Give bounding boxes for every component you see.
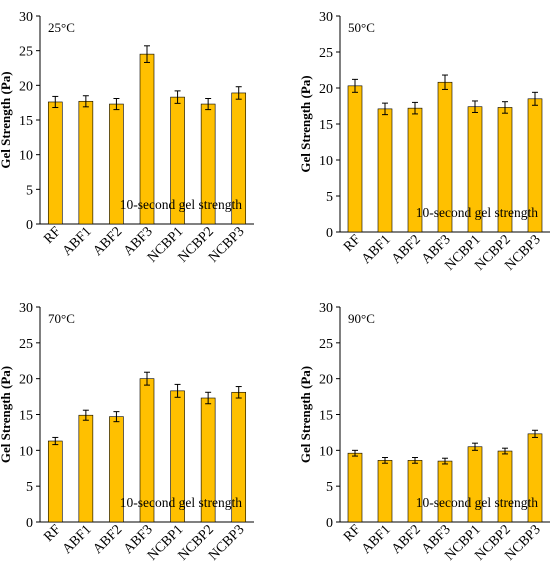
x-tick-label: ABF1: [359, 232, 394, 267]
bar-rf: [47, 101, 63, 225]
bar-ncbp1: [467, 446, 483, 523]
bar-abf1: [78, 100, 94, 225]
y-tick-label: 15: [19, 114, 33, 129]
y-tick-label: 30: [19, 10, 33, 25]
y-tick-label: 20: [19, 373, 33, 388]
error-bar-ncbp3: [235, 386, 242, 399]
y-tick-label: 20: [319, 373, 333, 388]
x-tick-label: RF: [341, 232, 364, 255]
y-tick-label: 5: [326, 480, 333, 495]
y-tick-label: 10: [19, 149, 33, 164]
y-tick-label: 20: [319, 82, 333, 97]
error-bar-ncbp1: [472, 100, 478, 113]
error-bar-rf: [352, 78, 358, 93]
x-tick-label: ABF2: [389, 232, 424, 267]
x-tick-label: ABF2: [90, 522, 125, 557]
error-bar-rf: [52, 95, 59, 109]
error-bar-ncbp1: [174, 90, 181, 104]
x-tick-label: ABF2: [389, 522, 424, 557]
error-bar-ncbp2: [502, 447, 508, 455]
panel-title: 70°C: [48, 311, 75, 326]
error-bar-ncbp3: [532, 429, 538, 438]
y-tick-label: 25: [19, 337, 33, 352]
y-axis-label: Gel Strength (Pa): [298, 75, 313, 172]
annotation-text: 10-second gel strength: [120, 495, 242, 510]
x-tick-label: ABF1: [60, 224, 95, 259]
error-bar-rf: [52, 436, 59, 446]
annotation-text: 10-second gel strength: [416, 495, 538, 510]
error-bar-abf2: [113, 411, 120, 423]
error-bar-abf3: [144, 45, 150, 63]
y-tick-label: 25: [319, 337, 333, 352]
error-bar-abf2: [412, 457, 418, 464]
bar-rf: [347, 452, 363, 523]
y-tick-label: 30: [319, 10, 333, 25]
error-bar-ncbp1: [472, 442, 478, 451]
error-bar-abf3: [442, 74, 448, 90]
bar-ncbp2: [497, 450, 513, 523]
y-tick-label: 10: [319, 444, 333, 459]
error-bar-abf2: [412, 101, 418, 115]
y-tick-label: 20: [19, 79, 33, 94]
error-bar-ncbp1: [174, 383, 181, 398]
y-tick-label: 25: [319, 46, 333, 61]
x-tick-label: RF: [341, 522, 364, 545]
y-axis-label: Gel Strength (Pa): [0, 71, 13, 168]
x-tick-label: RF: [41, 522, 64, 545]
y-tick-label: 5: [26, 183, 33, 198]
error-bar-ncbp3: [235, 86, 242, 100]
y-tick-label: 0: [26, 218, 33, 233]
error-bar-abf1: [382, 102, 388, 116]
bar-rf: [347, 85, 363, 233]
y-tick-label: 0: [26, 516, 33, 531]
y-tick-label: 10: [319, 154, 333, 169]
bar-rf: [47, 440, 63, 523]
y-tick-label: 5: [26, 480, 33, 495]
error-bar-rf: [352, 449, 358, 457]
bar-abf2: [407, 460, 423, 523]
x-tick-label: ABF2: [90, 224, 125, 259]
bar-abf1: [377, 108, 393, 233]
y-tick-label: 0: [326, 516, 333, 531]
panel-title: 50°C: [348, 20, 375, 35]
y-tick-label: 30: [319, 301, 333, 316]
error-bar-ncbp2: [205, 391, 212, 405]
bar-abf1: [78, 414, 94, 523]
y-axis-label: Gel Strength (Pa): [298, 366, 313, 463]
y-tick-label: 10: [19, 444, 33, 459]
x-tick-label: ABF1: [60, 522, 95, 557]
y-tick-label: 5: [326, 190, 333, 205]
error-bar-abf1: [82, 409, 89, 421]
error-bar-abf2: [113, 98, 120, 111]
error-bar-abf1: [82, 95, 89, 108]
y-axis-label: Gel Strength (Pa): [0, 366, 13, 463]
annotation-text: 10-second gel strength: [120, 197, 242, 212]
y-tick-label: 0: [326, 226, 333, 241]
error-bar-abf3: [144, 371, 150, 386]
y-tick-label: 15: [319, 409, 333, 424]
error-bar-abf1: [382, 457, 388, 464]
panel-title: 90°C: [348, 311, 375, 326]
bar-abf3: [437, 460, 453, 523]
y-tick-label: 15: [319, 118, 333, 133]
panel-title: 25°C: [48, 20, 75, 35]
error-bar-ncbp2: [502, 101, 508, 114]
x-tick-label: RF: [41, 224, 64, 247]
x-tick-label: ABF1: [359, 522, 394, 557]
y-tick-label: 30: [19, 301, 33, 316]
bar-abf1: [377, 460, 393, 523]
error-bar-ncbp2: [205, 98, 212, 111]
error-bar-ncbp3: [532, 91, 538, 106]
y-tick-label: 15: [19, 409, 33, 424]
error-bar-abf3: [442, 457, 448, 465]
annotation-text: 10-second gel strength: [416, 205, 538, 220]
y-tick-label: 25: [19, 45, 33, 60]
